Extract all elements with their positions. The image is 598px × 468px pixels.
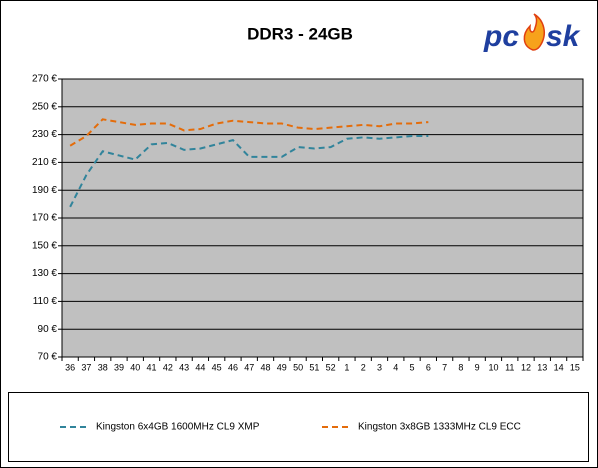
legend-box — [8, 392, 589, 462]
x-tick-label: 4 — [393, 362, 398, 372]
logo-text: sk — [546, 20, 581, 53]
legend-label: Kingston 6x4GB 1600MHz CL9 XMP — [96, 422, 260, 433]
series-line — [69, 134, 429, 208]
y-tick-label: 170 € — [32, 213, 57, 224]
y-tick-label: 190 € — [32, 185, 57, 196]
series-line — [69, 118, 429, 147]
legend-label: Kingston 3x8GB 1333MHz CL9 ECC — [358, 422, 521, 433]
x-tick-label: 9 — [475, 362, 480, 372]
x-tick-label: 40 — [130, 362, 140, 372]
y-tick-label: 90 € — [38, 324, 58, 335]
x-tick-label: 42 — [163, 362, 173, 372]
x-tick-label: 1 — [344, 362, 349, 372]
x-tick-label: 8 — [458, 362, 463, 372]
x-tick-label: 39 — [114, 362, 124, 372]
y-tick-label: 70 € — [38, 352, 58, 363]
y-tick-label: 230 € — [32, 129, 57, 140]
x-tick-label: 14 — [554, 362, 564, 372]
x-tick-label: 49 — [277, 362, 287, 372]
x-tick-label: 47 — [244, 362, 254, 372]
x-tick-label: 46 — [228, 362, 238, 372]
x-tick-label: 15 — [570, 362, 580, 372]
x-tick-label: 41 — [147, 362, 157, 372]
logo: pc sk — [483, 13, 581, 53]
x-tick-label: 11 — [505, 362, 514, 372]
x-tick-label: 38 — [98, 362, 108, 372]
y-tick-label: 210 € — [32, 157, 57, 168]
x-tick-label: 48 — [261, 362, 271, 372]
y-tick-label: 130 € — [32, 268, 57, 279]
x-tick-label: 50 — [293, 362, 303, 372]
x-tick-label: 43 — [179, 362, 189, 372]
x-tick-label: 7 — [442, 362, 447, 372]
x-tick-label: 5 — [410, 362, 415, 372]
x-tick-label: 52 — [326, 362, 336, 372]
x-tick-label: 2 — [361, 362, 366, 372]
logo-text: pc — [483, 20, 519, 53]
x-tick-label: 36 — [65, 362, 75, 372]
x-tick-label: 10 — [488, 362, 498, 372]
x-tick-label: 45 — [212, 362, 222, 372]
y-tick-label: 250 € — [32, 101, 57, 112]
chart-title: DDR3 - 24GB — [247, 24, 353, 43]
x-tick-label: 3 — [377, 362, 382, 372]
x-tick-label: 51 — [309, 362, 319, 372]
y-tick-label: 270 € — [32, 74, 57, 85]
x-tick-label: 12 — [521, 362, 531, 372]
y-tick-label: 110 € — [33, 296, 58, 307]
x-tick-label: 44 — [195, 362, 205, 372]
logo-flame — [523, 13, 546, 51]
x-tick-label: 6 — [426, 362, 431, 372]
y-tick-label: 150 € — [32, 240, 57, 251]
x-tick-label: 37 — [81, 362, 91, 372]
x-tick-label: 13 — [537, 362, 547, 372]
